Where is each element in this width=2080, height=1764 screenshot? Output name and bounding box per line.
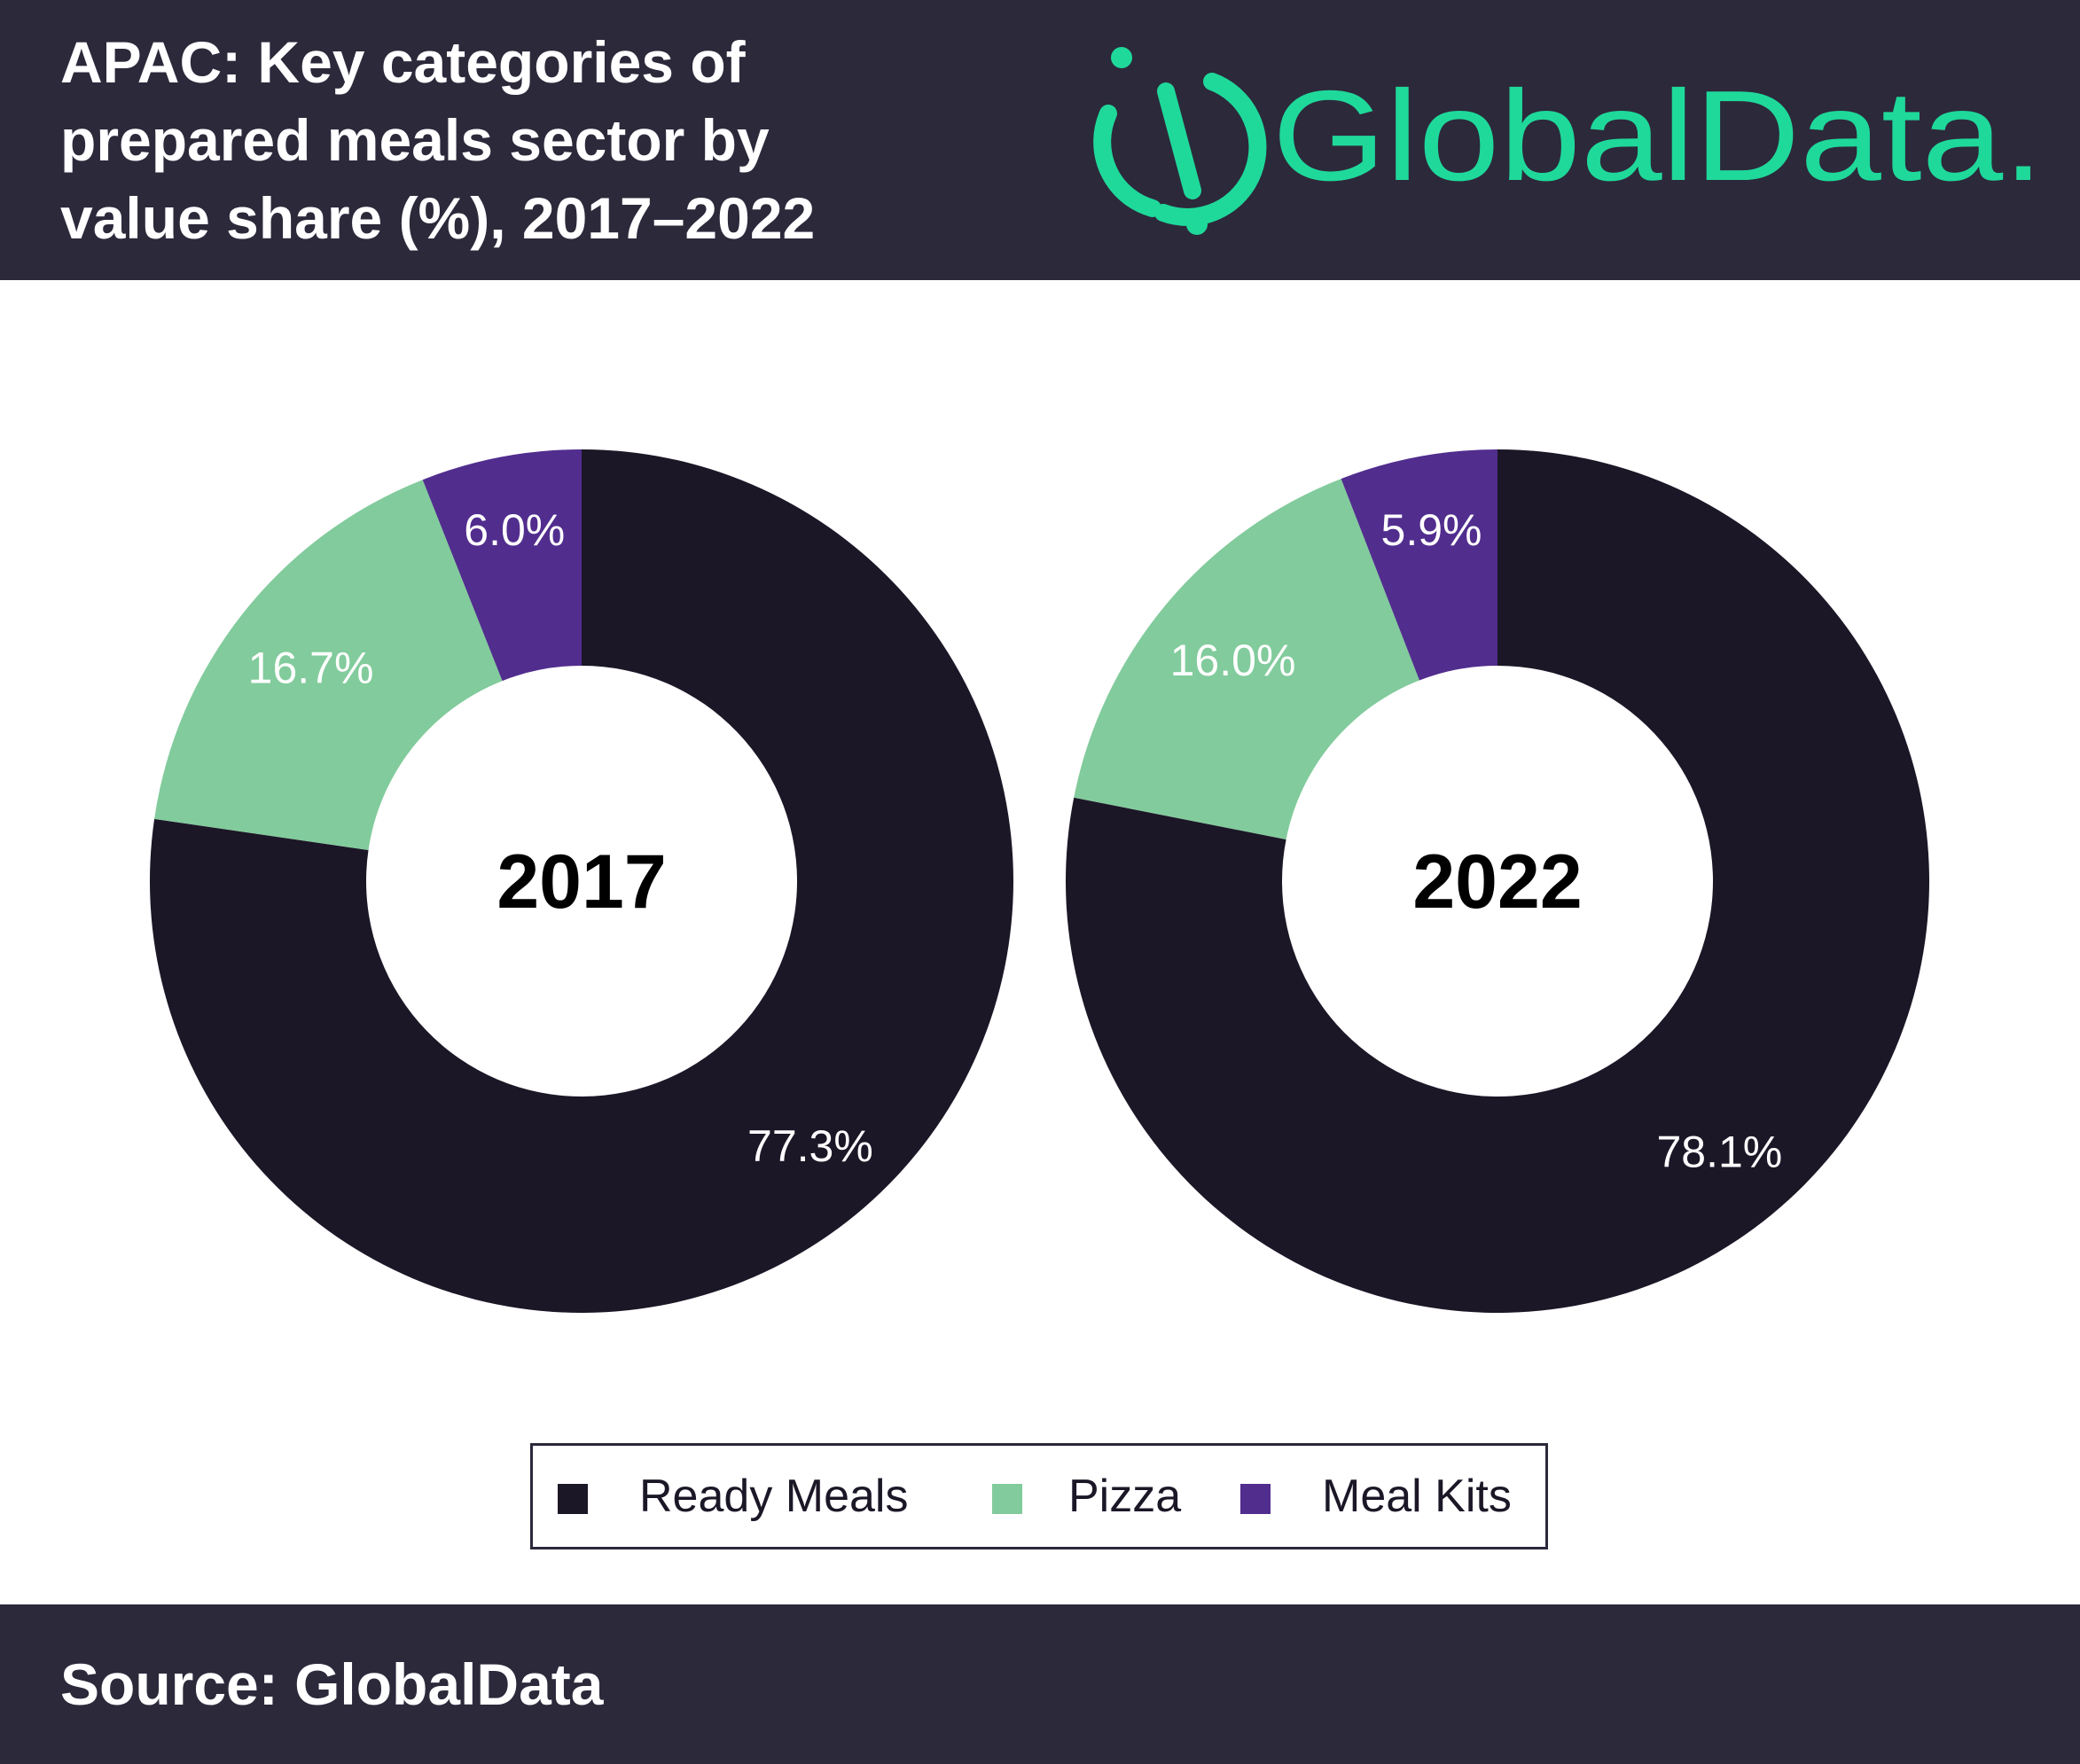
data-label-2022-meal-kits: 5.9% <box>1381 505 1482 555</box>
legend-swatch-pizza <box>992 1484 1022 1514</box>
data-label-2022-ready-meals: 78.1% <box>1656 1128 1782 1177</box>
legend-label-pizza: Pizza <box>1068 1471 1182 1522</box>
legend-label-meal-kits: Meal Kits <box>1322 1471 1512 1522</box>
data-label-2017-pizza: 16.7% <box>248 643 374 692</box>
donut-center-label-2017: 2017 <box>497 839 666 925</box>
title-line-3: value share (%), 2017–2022 <box>60 185 816 251</box>
legend-swatch-meal-kits <box>1240 1484 1271 1514</box>
chart-title: APAC: Key categories of prepared meals s… <box>60 23 1036 257</box>
title-line-2: prepared meals sector by <box>60 107 770 173</box>
data-label-2022-pizza: 16.0% <box>1170 636 1296 685</box>
logo-dot-bottom <box>1186 214 1208 235</box>
logo-wordmark: GlobalData. <box>1272 64 2044 207</box>
slice-2022-meal-kits <box>1341 449 1497 681</box>
legend-swatch-ready-meals <box>558 1484 588 1514</box>
data-label-2017-ready-meals: 77.3% <box>747 1121 873 1171</box>
slice-2022-ready-meals <box>1066 449 1929 1313</box>
header-bar: APAC: Key categories of prepared meals s… <box>0 0 2080 280</box>
donut-charts: 77.3% 16.7% 6.0% 2017 78.1% 16.0% 5.9% 2022 <box>150 449 1929 1314</box>
data-label-2017-meal-kits: 6.0% <box>464 505 565 555</box>
slice-2017-meal-kits <box>422 449 582 682</box>
title-line-1: APAC: Key categories of <box>60 29 746 95</box>
logo-dot-top <box>1111 47 1132 68</box>
footer-bar: Source: GlobalData <box>0 1604 2080 1764</box>
source-note: Source: GlobalData <box>60 1651 604 1717</box>
legend-label-ready-meals: Ready Meals <box>639 1471 909 1522</box>
globaldata-logo: GlobalData. <box>1093 47 2044 235</box>
slice-2017-ready-meals <box>150 449 1013 1314</box>
legend: Ready Meals Pizza Meal Kits <box>530 1443 1548 1549</box>
slice-2017-pizza <box>154 480 503 851</box>
slice-2022-pizza <box>1074 479 1419 839</box>
donut-center-label-2022: 2022 <box>1412 839 1582 925</box>
globaldata-logo-mark-icon <box>1093 73 1267 226</box>
